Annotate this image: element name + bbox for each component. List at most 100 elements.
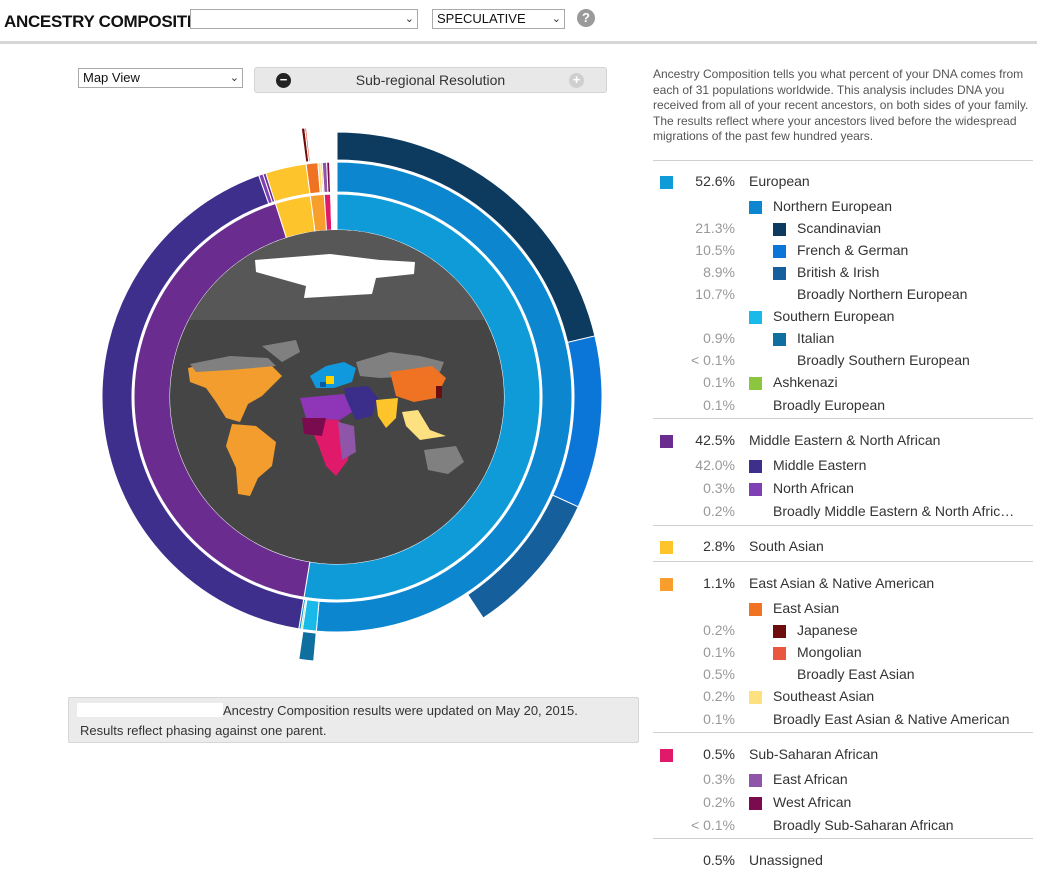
top-bar: ANCESTRY COMPOSITION ⌄ SPECULATIVE ⌄ ?: [0, 0, 1037, 44]
legend-row[interactable]: Northern European: [653, 198, 1035, 220]
legend-label: Middle Eastern: [773, 457, 867, 473]
mode-select-value: SPECULATIVE: [437, 11, 526, 26]
legend-label: Ashkenazi: [773, 374, 838, 390]
legend-percent: 0.1%: [703, 711, 735, 727]
chevron-down-icon: ⌄: [404, 13, 414, 25]
ring-segment[interactable]: [329, 161, 332, 193]
legend-row[interactable]: 0.2% Japanese: [653, 622, 1035, 644]
legend-row[interactable]: 0.2% Broadly Middle Eastern & North Afric…: [653, 503, 1035, 525]
legend-percent: 8.9%: [703, 264, 735, 280]
legend-percent: 42.5%: [695, 432, 735, 448]
legend-percent: 0.1%: [703, 397, 735, 413]
legend-swatch: [773, 625, 786, 638]
legend-divider: [653, 418, 1033, 419]
legend-row[interactable]: 0.2% Southeast Asian: [653, 688, 1035, 710]
ring-segments: [101, 127, 603, 662]
ring-segment[interactable]: [330, 193, 338, 231]
legend-percent: 0.1%: [703, 644, 735, 660]
ring-segment[interactable]: [467, 494, 579, 619]
legend-row[interactable]: 0.1% Mongolian: [653, 644, 1035, 666]
legend-label: South Asian: [749, 538, 824, 554]
legend-percent: < 0.1%: [691, 817, 735, 833]
map-europe: [310, 362, 356, 388]
legend-swatch: [749, 483, 762, 496]
legend-row[interactable]: 2.8% South Asian: [653, 538, 1035, 560]
map-north-africa: [300, 394, 352, 420]
legend-divider: [653, 732, 1033, 733]
update-line-2: Results reflect phasing against one pare…: [80, 723, 327, 738]
legend-row[interactable]: 0.3% North African: [653, 480, 1035, 502]
legend-divider: [653, 525, 1033, 526]
legend-row[interactable]: 0.1% Broadly European: [653, 397, 1035, 419]
legend-row[interactable]: 10.7% Broadly Northern European: [653, 286, 1035, 308]
legend-row[interactable]: 0.3% East African: [653, 771, 1035, 793]
map-south-asia: [376, 398, 398, 428]
map-east-asia: [390, 366, 446, 402]
legend-swatch: [660, 541, 673, 554]
legend-row[interactable]: 42.5% Middle Eastern & North African: [653, 432, 1035, 454]
legend-row[interactable]: 0.1% Ashkenazi: [653, 374, 1035, 396]
legend-percent: 0.9%: [703, 330, 735, 346]
ring-segment[interactable]: [315, 161, 573, 633]
mode-select[interactable]: SPECULATIVE ⌄: [432, 9, 565, 29]
legend-label: Middle Eastern & North African: [749, 432, 941, 448]
ring-segment[interactable]: [304, 127, 311, 163]
plus-circle-icon[interactable]: +: [569, 73, 584, 88]
minus-circle-icon[interactable]: −: [276, 73, 291, 88]
legend-row[interactable]: Southern European: [653, 308, 1035, 330]
legend-percent: 21.3%: [695, 220, 735, 236]
legend-percent: 52.6%: [695, 173, 735, 189]
update-notice: Ancestry Composition results were update…: [68, 697, 639, 743]
legend-row[interactable]: 1.1% East Asian & Native American: [653, 575, 1035, 597]
legend-swatch: [773, 245, 786, 258]
legend-label: North African: [773, 480, 854, 496]
legend-percent: 42.0%: [695, 457, 735, 473]
page-title: ANCESTRY COMPOSITION: [4, 12, 217, 31]
legend-row[interactable]: < 0.1% Broadly Sub-Saharan African: [653, 817, 1035, 839]
legend-swatch: [773, 647, 786, 660]
legend-row[interactable]: 0.5% Broadly East Asian: [653, 666, 1035, 688]
map-japan: [436, 386, 442, 398]
legend-percent: 10.5%: [695, 242, 735, 258]
chevron-down-icon: ⌄: [551, 13, 561, 25]
resolution-control: Sub-regional Resolution − +: [254, 67, 607, 93]
legend-row[interactable]: 0.9% Italian: [653, 330, 1035, 352]
legend-swatch: [749, 377, 762, 390]
legend-row[interactable]: < 0.1% Broadly Southern European: [653, 352, 1035, 374]
legend-row[interactable]: 0.1% Broadly East Asian & Native American: [653, 711, 1035, 733]
legend-swatch: [749, 603, 762, 616]
map-west-africa: [302, 418, 326, 436]
legend-swatch: [773, 333, 786, 346]
legend-percent: 0.5%: [703, 746, 735, 762]
legend-label: Broadly Sub-Saharan African: [773, 817, 954, 833]
legend-label: Broadly European: [773, 397, 886, 413]
question-circle-icon[interactable]: ?: [577, 9, 595, 27]
ancestry-ring-chart: [101, 127, 603, 662]
legend-label: East African: [773, 771, 848, 787]
legend-swatch: [749, 460, 762, 473]
redacted-block: [211, 10, 371, 27]
legend-swatch: [660, 749, 673, 762]
legend-row[interactable]: 0.5% Sub-Saharan African: [653, 746, 1035, 768]
legend-row[interactable]: 42.0% Middle Eastern: [653, 457, 1035, 479]
view-select[interactable]: Map View ⌄: [78, 68, 243, 88]
world-map: [170, 230, 504, 564]
legend-swatch: [749, 797, 762, 810]
legend-label: Japanese: [797, 622, 858, 638]
legend-row[interactable]: 0.5% Unassigned: [653, 852, 1035, 874]
ring-segment[interactable]: [298, 630, 317, 662]
legend-row[interactable]: 10.5% French & German: [653, 242, 1035, 264]
legend-row[interactable]: 0.2% West African: [653, 794, 1035, 816]
profile-select[interactable]: ⌄: [190, 9, 418, 29]
legend-percent: 0.3%: [703, 480, 735, 496]
legend-row[interactable]: 21.3% Scandinavian: [653, 220, 1035, 242]
legend-row[interactable]: East Asian: [653, 600, 1035, 622]
legend-row[interactable]: 52.6% European: [653, 173, 1035, 195]
redacted-block: [255, 254, 415, 298]
legend-label: Sub-Saharan African: [749, 746, 879, 762]
legend-label: French & German: [797, 242, 909, 258]
map-south-america: [226, 424, 276, 496]
legend-label: Broadly East Asian: [797, 666, 915, 682]
legend-percent: 2.8%: [703, 538, 735, 554]
legend-row[interactable]: 8.9% British & Irish: [653, 264, 1035, 286]
